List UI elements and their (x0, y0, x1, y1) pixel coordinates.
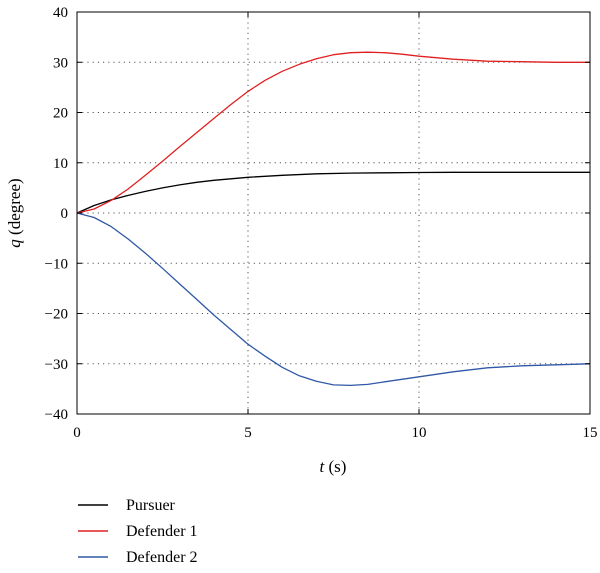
x-tick-labels: 0 5 10 15 (73, 425, 597, 441)
y-tick-label: −10 (45, 256, 68, 272)
x-tick-label: 10 (412, 425, 427, 441)
y-tick-label: 40 (53, 5, 68, 21)
y-axis-label: q (degree) (5, 178, 24, 247)
series-lines (76, 51, 591, 387)
x-axis-variable: t (320, 457, 326, 476)
legend-label-pursuer: Pursuer (126, 497, 176, 514)
series-line-defender-2 (76, 212, 591, 387)
y-tick-label: 10 (53, 156, 68, 172)
series-line-pursuer (76, 171, 590, 214)
y-tick-label: 20 (53, 106, 68, 122)
x-tick-label: 0 (73, 425, 81, 441)
y-tick-label: 0 (61, 206, 69, 222)
legend-label-defender-2: Defender 2 (126, 549, 198, 566)
y-tick-label: 30 (53, 55, 68, 71)
y-tick-labels: −40 −30 −20 −10 0 10 20 30 40 (45, 5, 68, 423)
x-tick-label: 15 (583, 425, 598, 441)
y-axis-variable: q (5, 239, 24, 248)
legend-label-defender-1: Defender 1 (126, 523, 198, 540)
y-tick-label: −30 (45, 357, 68, 373)
y-tick-label: −20 (45, 307, 68, 323)
series-line-defender-1 (76, 51, 590, 214)
grid-lines (77, 12, 590, 414)
plot-frame (76, 11, 591, 415)
y-tick-label: −40 (45, 407, 68, 423)
axis-ticks (76, 11, 591, 415)
legend: Pursuer Defender 1 Defender 2 (78, 497, 198, 566)
x-axis-unit: (s) (324, 457, 346, 476)
x-axis-label: t (s) (320, 457, 347, 476)
x-tick-label: 5 (244, 425, 252, 441)
y-axis-unit: (degree) (5, 178, 24, 239)
